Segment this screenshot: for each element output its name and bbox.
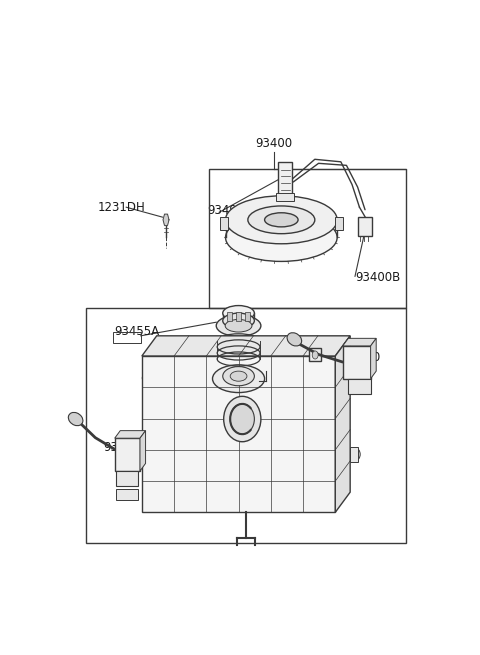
Ellipse shape	[223, 367, 254, 386]
Polygon shape	[335, 336, 350, 512]
Bar	[276, 193, 294, 200]
Bar	[245, 312, 251, 321]
Text: 1231DH: 1231DH	[97, 200, 145, 214]
Bar	[227, 312, 232, 321]
Bar	[220, 217, 228, 230]
Bar	[348, 379, 371, 394]
Bar	[113, 332, 141, 343]
Ellipse shape	[248, 206, 315, 234]
Text: 93455A: 93455A	[115, 326, 160, 339]
Ellipse shape	[213, 365, 264, 392]
Ellipse shape	[287, 333, 301, 346]
Ellipse shape	[230, 371, 247, 381]
Ellipse shape	[223, 313, 254, 328]
Polygon shape	[371, 339, 376, 379]
Bar	[116, 471, 138, 486]
Polygon shape	[140, 430, 145, 471]
Bar	[335, 217, 343, 230]
Bar	[358, 217, 372, 236]
Bar	[343, 346, 371, 379]
Bar	[350, 447, 358, 462]
Bar	[115, 438, 140, 471]
Polygon shape	[142, 336, 350, 356]
Text: 93480A: 93480A	[140, 374, 185, 386]
Ellipse shape	[225, 320, 252, 332]
Ellipse shape	[230, 404, 254, 434]
Text: 93420: 93420	[344, 351, 381, 364]
Ellipse shape	[226, 196, 337, 244]
Polygon shape	[163, 214, 169, 225]
Ellipse shape	[216, 315, 261, 336]
Polygon shape	[343, 339, 376, 346]
Text: 93490: 93490	[207, 204, 244, 217]
Circle shape	[312, 351, 318, 359]
Ellipse shape	[224, 396, 261, 441]
Bar	[116, 489, 138, 500]
Bar	[236, 312, 241, 321]
Text: 93415C: 93415C	[103, 441, 148, 455]
Ellipse shape	[226, 214, 337, 261]
Polygon shape	[142, 356, 335, 512]
Text: 93400B: 93400B	[356, 271, 401, 284]
Text: 93400: 93400	[255, 137, 292, 150]
Circle shape	[351, 448, 360, 460]
Bar	[278, 162, 292, 195]
Ellipse shape	[68, 413, 83, 426]
Ellipse shape	[223, 305, 254, 321]
Polygon shape	[115, 430, 145, 438]
Bar	[309, 348, 321, 361]
Ellipse shape	[264, 213, 298, 227]
